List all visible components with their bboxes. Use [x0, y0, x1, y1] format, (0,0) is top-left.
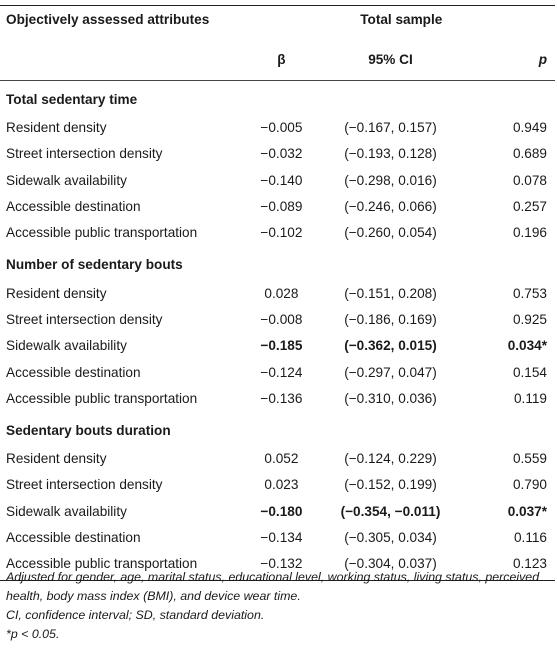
row-ci: (−0.246, 0.066)	[344, 199, 437, 215]
row-ci: (−0.354, −0.011)	[340, 503, 441, 519]
row-p-value: 0.790	[512, 477, 547, 493]
section-title: Sedentary bouts duration	[6, 422, 171, 438]
row-p-value: 0.559	[512, 451, 547, 467]
table-row: Accessible destination −0.134 (−0.305, 0.0…	[0, 524, 555, 550]
row-beta: 0.028	[264, 285, 299, 301]
row-ci: (−0.362, 0.015)	[344, 338, 437, 354]
header-row-2: β 95% CI p	[0, 39, 555, 81]
row-attribute: Street intersection density	[6, 477, 163, 493]
section-header-row: Total sedentary time	[0, 80, 555, 115]
table-row: Sidewalk availability −0.185 (−0.362, 0.01…	[0, 333, 555, 359]
row-p-value: 0.116	[513, 530, 547, 545]
header-total-sample-label: Total sample	[360, 12, 443, 27]
row-p-value: 0.037*	[507, 503, 547, 519]
table-row: Resident density 0.028 (−0.151, 0.208) 0.75…	[0, 280, 555, 306]
row-p-value: 0.154	[512, 364, 547, 380]
row-beta: −0.008	[260, 311, 303, 327]
table-row: Street intersection density −0.032 (−0.193…	[0, 141, 555, 167]
header-beta: β	[247, 39, 316, 81]
table-row: Accessible destination −0.089 (−0.246, 0.0…	[0, 193, 555, 219]
header-row-1: Objectively assessed attributes Total sa…	[0, 5, 555, 40]
row-beta: −0.132	[247, 550, 316, 581]
row-p-value: 0.078	[512, 172, 547, 188]
row-attribute: Sidewalk availability	[6, 172, 127, 188]
section-title: Number of sedentary bouts	[6, 257, 183, 273]
table-row: Street intersection density 0.023 (−0.152,…	[0, 472, 555, 498]
footnote-significance: *p < 0.05.	[6, 627, 60, 641]
header-total-sample: Total sample	[247, 5, 555, 40]
row-attribute: Accessible destination	[6, 530, 141, 545]
row-p-value: 0.119	[513, 390, 547, 406]
section-title: Total sedentary time	[6, 92, 138, 107]
header-attributes: Objectively assessed attributes	[0, 5, 248, 40]
row-ci: (−0.304, 0.037)	[315, 550, 466, 581]
table-row: Accessible public transportation −0.132 (−…	[0, 550, 555, 581]
row-p-value: 0.034*	[507, 338, 547, 354]
row-attribute: Street intersection density	[6, 311, 163, 327]
row-p-value: 0.949	[512, 120, 547, 136]
footnote-abbreviations: CI, confidence interval; SD, standard de…	[6, 608, 265, 622]
row-beta: −0.140	[260, 172, 303, 188]
header-ci: 95% CI	[315, 39, 466, 81]
row-beta: −0.005	[260, 120, 303, 136]
row-ci: (−0.305, 0.034)	[344, 530, 437, 545]
header-p: p	[465, 39, 555, 81]
footnote-adjusted: Adjusted for gender, age, marital status…	[6, 570, 540, 603]
row-beta: −0.089	[260, 199, 303, 215]
header-blank	[0, 39, 248, 81]
table-footnotes: Adjusted for gender, age, marital status…	[6, 568, 551, 644]
row-ci: (−0.167, 0.157)	[344, 120, 437, 136]
row-attribute: Resident density	[6, 120, 107, 136]
row-ci: (−0.297, 0.047)	[344, 364, 437, 380]
row-attribute: Accessible destination	[6, 364, 141, 380]
row-ci: (−0.193, 0.128)	[344, 146, 437, 162]
row-beta: −0.136	[260, 390, 303, 406]
row-attribute: Street intersection density	[6, 146, 163, 162]
row-p-value: 0.123	[465, 550, 555, 581]
row-attribute: Accessible public transportation	[6, 225, 198, 241]
row-attribute: Accessible public transportation	[0, 550, 248, 581]
row-attribute: Accessible public transportation	[6, 390, 198, 406]
row-attribute: Resident density	[6, 451, 107, 467]
table-row: Street intersection density −0.008 (−0.186…	[0, 306, 555, 332]
row-ci: (−0.124, 0.229)	[344, 451, 437, 467]
table-row: Sidewalk availability −0.180 (−0.354, −0.0…	[0, 498, 555, 524]
section-header-row: Sedentary bouts duration	[0, 411, 555, 445]
row-beta: 0.052	[264, 451, 299, 467]
row-p-value: 0.257	[512, 199, 547, 215]
row-ci: (−0.186, 0.169)	[344, 311, 437, 327]
row-attribute: Sidewalk availability	[6, 338, 127, 354]
row-ci: (−0.310, 0.036)	[344, 390, 437, 406]
table-row: Accessible public transportation −0.136 (−…	[0, 385, 555, 411]
row-ci: (−0.151, 0.208)	[344, 285, 437, 301]
table-row: Sidewalk availability −0.140 (−0.298, 0.01…	[0, 167, 555, 193]
row-beta: −0.185	[260, 338, 303, 354]
table-row: Accessible public transportation −0.102 (−…	[0, 220, 555, 246]
table-row: Resident density 0.052 (−0.124, 0.229) 0.55…	[0, 445, 555, 471]
row-p-value: 0.925	[512, 311, 547, 327]
row-attribute: Sidewalk availability	[6, 503, 127, 519]
row-p-value: 0.689	[512, 146, 547, 162]
row-beta: −0.134	[260, 530, 303, 545]
table-row: Accessible destination −0.124 (−0.297, 0.0…	[0, 359, 555, 385]
row-ci: (−0.152, 0.199)	[344, 477, 437, 493]
row-ci: (−0.260, 0.054)	[344, 225, 437, 241]
row-p-value: 0.753	[512, 285, 547, 301]
row-attribute: Resident density	[6, 285, 107, 301]
row-beta: −0.032	[260, 146, 303, 162]
row-beta: −0.180	[260, 503, 303, 519]
table-row: Resident density −0.005 (−0.167, 0.157) 0.9…	[0, 115, 555, 141]
row-beta: −0.124	[260, 364, 303, 380]
row-beta: 0.023	[264, 477, 299, 493]
section-header-row: Number of sedentary bouts	[0, 246, 555, 280]
row-ci: (−0.298, 0.016)	[344, 172, 437, 188]
row-p-value: 0.196	[512, 225, 547, 241]
results-table: Objectively assessed attributes Total sa…	[0, 5, 555, 581]
row-beta: −0.102	[260, 225, 303, 241]
row-attribute: Accessible destination	[6, 199, 141, 215]
